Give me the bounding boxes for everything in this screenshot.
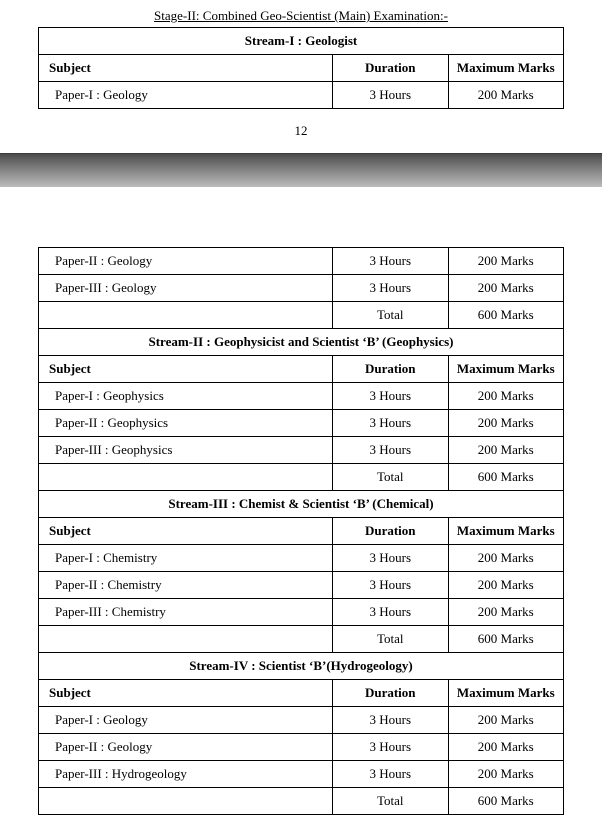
total-row: Total 600 Marks — [39, 464, 564, 491]
table-row: Paper-II : Geology 3 Hours 200 Marks — [39, 248, 564, 275]
cell-subject: Paper-I : Geophysics — [39, 383, 333, 410]
cell-duration: 3 Hours — [333, 599, 449, 626]
header-duration: Duration — [333, 518, 449, 545]
cell-empty — [39, 302, 333, 329]
table-row: Paper-III : Hydrogeology 3 Hours 200 Mar… — [39, 761, 564, 788]
header-marks: Maximum Marks — [448, 356, 564, 383]
cell-total-label: Total — [333, 626, 449, 653]
cell-subject: Paper-II : Geophysics — [39, 410, 333, 437]
cell-marks: 200 Marks — [448, 734, 564, 761]
cell-marks: 200 Marks — [448, 82, 564, 109]
page-number: 12 — [38, 123, 564, 139]
table-row: Paper-I : Chemistry 3 Hours 200 Marks — [39, 545, 564, 572]
stream3-title: Stream-III : Chemist & Scientist ‘B’ (Ch… — [39, 491, 564, 518]
stream1-table-top: Stream-I : Geologist Subject Duration Ma… — [38, 27, 564, 109]
cell-total-label: Total — [333, 788, 449, 815]
cell-total-label: Total — [333, 302, 449, 329]
table-row: Paper-I : Geology 3 Hours 200 Marks — [39, 707, 564, 734]
header-subject: Subject — [39, 680, 333, 707]
cell-empty — [39, 788, 333, 815]
table-row: Paper-II : Geology 3 Hours 200 Marks — [39, 734, 564, 761]
table-row: Paper-II : Chemistry 3 Hours 200 Marks — [39, 572, 564, 599]
cell-duration: 3 Hours — [333, 734, 449, 761]
stream2-title-row: Stream-II : Geophysicist and Scientist ‘… — [39, 329, 564, 356]
cell-subject: Paper-III : Geology — [39, 275, 333, 302]
page-top: Stage-II: Combined Geo-Scientist (Main) … — [0, 0, 602, 139]
cell-duration: 3 Hours — [333, 248, 449, 275]
table-row: Paper-III : Geology 3 Hours 200 Marks — [39, 275, 564, 302]
cell-total-marks: 600 Marks — [448, 464, 564, 491]
cell-duration: 3 Hours — [333, 410, 449, 437]
cell-subject: Paper-III : Geophysics — [39, 437, 333, 464]
cell-duration: 3 Hours — [333, 383, 449, 410]
header-row: Subject Duration Maximum Marks — [39, 356, 564, 383]
cell-total-marks: 600 Marks — [448, 626, 564, 653]
header-marks: Maximum Marks — [448, 518, 564, 545]
cell-total-label: Total — [333, 464, 449, 491]
header-marks: Maximum Marks — [448, 680, 564, 707]
stream4-title: Stream-IV : Scientist ‘B’(Hydrogeology) — [39, 653, 564, 680]
cell-duration: 3 Hours — [333, 275, 449, 302]
cell-subject: Paper-III : Hydrogeology — [39, 761, 333, 788]
total-row: Total 600 Marks — [39, 302, 564, 329]
cell-marks: 200 Marks — [448, 275, 564, 302]
header-subject: Subject — [39, 356, 333, 383]
table-row: Paper-I : Geology 3 Hours 200 Marks — [39, 82, 564, 109]
cell-subject: Paper-II : Geology — [39, 248, 333, 275]
cell-marks: 200 Marks — [448, 761, 564, 788]
main-table: Paper-II : Geology 3 Hours 200 Marks Pap… — [38, 247, 564, 815]
stream3-title-row: Stream-III : Chemist & Scientist ‘B’ (Ch… — [39, 491, 564, 518]
cell-subject: Paper-I : Chemistry — [39, 545, 333, 572]
header-duration: Duration — [333, 55, 449, 82]
cell-marks: 200 Marks — [448, 383, 564, 410]
stream1-title-row: Stream-I : Geologist — [39, 28, 564, 55]
table-row: Paper-III : Chemistry 3 Hours 200 Marks — [39, 599, 564, 626]
header-row: Subject Duration Maximum Marks — [39, 55, 564, 82]
header-row: Subject Duration Maximum Marks — [39, 518, 564, 545]
cell-marks: 200 Marks — [448, 437, 564, 464]
cell-marks: 200 Marks — [448, 599, 564, 626]
stage-title: Stage-II: Combined Geo-Scientist (Main) … — [38, 8, 564, 24]
cell-total-marks: 600 Marks — [448, 302, 564, 329]
cell-subject: Paper-III : Chemistry — [39, 599, 333, 626]
cell-marks: 200 Marks — [448, 707, 564, 734]
cell-duration: 3 Hours — [333, 707, 449, 734]
header-row: Subject Duration Maximum Marks — [39, 680, 564, 707]
stream1-title: Stream-I : Geologist — [39, 28, 564, 55]
cell-subject: Paper-I : Geology — [39, 707, 333, 734]
cell-marks: 200 Marks — [448, 545, 564, 572]
table-row: Paper-III : Geophysics 3 Hours 200 Marks — [39, 437, 564, 464]
cell-subject: Paper-II : Geology — [39, 734, 333, 761]
stream2-title: Stream-II : Geophysicist and Scientist ‘… — [39, 329, 564, 356]
page-break — [0, 153, 602, 187]
header-duration: Duration — [333, 680, 449, 707]
cell-duration: 3 Hours — [333, 437, 449, 464]
cell-total-marks: 600 Marks — [448, 788, 564, 815]
page-bottom: Paper-II : Geology 3 Hours 200 Marks Pap… — [0, 187, 602, 827]
cell-subject: Paper-I : Geology — [39, 82, 333, 109]
total-row: Total 600 Marks — [39, 788, 564, 815]
table-row: Paper-II : Geophysics 3 Hours 200 Marks — [39, 410, 564, 437]
cell-duration: 3 Hours — [333, 761, 449, 788]
cell-empty — [39, 464, 333, 491]
cell-subject: Paper-II : Chemistry — [39, 572, 333, 599]
cell-marks: 200 Marks — [448, 410, 564, 437]
header-subject: Subject — [39, 518, 333, 545]
total-row: Total 600 Marks — [39, 626, 564, 653]
header-duration: Duration — [333, 356, 449, 383]
cell-marks: 200 Marks — [448, 572, 564, 599]
cell-duration: 3 Hours — [333, 572, 449, 599]
cell-duration: 3 Hours — [333, 545, 449, 572]
table-row: Paper-I : Geophysics 3 Hours 200 Marks — [39, 383, 564, 410]
cell-marks: 200 Marks — [448, 248, 564, 275]
header-marks: Maximum Marks — [448, 55, 564, 82]
stream4-title-row: Stream-IV : Scientist ‘B’(Hydrogeology) — [39, 653, 564, 680]
header-subject: Subject — [39, 55, 333, 82]
cell-empty — [39, 626, 333, 653]
cell-duration: 3 Hours — [333, 82, 449, 109]
